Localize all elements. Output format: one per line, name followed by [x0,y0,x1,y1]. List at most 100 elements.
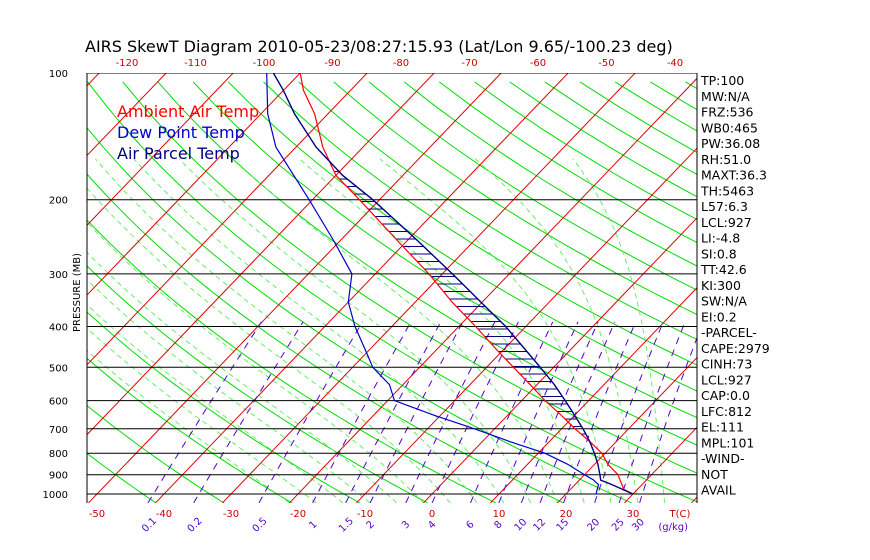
mixing-ratio-line [312,321,412,503]
legend: Ambient Air Temp Dew Point Temp Air Parc… [117,102,259,163]
pressure-tick-label: 300 [49,270,68,281]
bottom-temp-tick-label: -50 [89,509,105,520]
stability-index-text: FRZ:536 [701,105,754,120]
mixing-ratio-line [431,321,519,503]
isotherm-line [0,64,41,503]
moist-adiabat-line [87,349,290,503]
y-axis-label: PRESSURE (MB) [72,253,83,332]
stability-index-text: LI:-4.8 [701,231,740,246]
isotherm-line [87,73,435,436]
pressure-tick-label: 800 [49,449,68,460]
stability-index-text: TT:42.6 [700,262,747,277]
mixing-ratio-tick-label: 0.5 [251,516,270,535]
mixing-ratio-tick-label: 0.2 [186,516,205,535]
top-temp-tick-label: -90 [324,58,340,69]
top-temp-tick-label: -80 [393,58,409,69]
pressure-tick-label: 1000 [43,490,68,501]
dry-adiabat-line [157,81,697,446]
moist-adiabat-line [87,251,397,503]
parcel-temp-line [272,73,634,495]
top-temp-tick-label: -120 [116,58,139,69]
stability-index-text: CAP:0.0 [701,388,750,403]
isobars [87,73,697,495]
stability-index-text: PW:36.08 [701,136,760,151]
moist-adiabats [87,158,666,503]
dry-adiabat-line [368,81,697,291]
bottom-temp-tick-label: -30 [223,509,239,520]
mixing-ratio-tick-label: 4 [426,519,438,531]
mixing-ratio-tick-label: 1 [307,519,319,531]
bottom-temp-tick-label: -40 [156,509,172,520]
stability-index-text: -WIND- [701,451,745,466]
mixing-ratio-line [258,321,363,503]
isotherm-line [87,73,234,226]
dry-adiabat-line [791,82,870,503]
isotherm-line [88,73,502,503]
dry-adiabat-line [87,265,429,503]
bottom-temp-tick-label: 0 [429,509,435,520]
dry-adiabat-line [509,81,697,198]
dry-adiabat-line [756,82,870,503]
isotherm-line [825,64,870,503]
stability-index-text: KI:300 [701,278,741,293]
stability-index-text: L57:6.3 [701,199,748,214]
mixing-ratio-tick-label: 20 [585,517,602,534]
bottom-temp-tick-label: 30 [627,509,640,520]
isotherm-line [624,426,697,503]
dry-adiabat-line [87,357,293,503]
stability-index-text: NOT [701,467,728,482]
legend-parcel: Air Parcel Temp [117,144,240,163]
bottom-temp-tick-label: 10 [493,509,506,520]
stability-index-text: RH:51.0 [701,152,751,167]
stability-index-text: WB0:465 [701,120,758,135]
mixing-ratio-tick-label: 2 [365,519,377,531]
isotherm-line [356,147,697,503]
isotherm-line [758,64,870,503]
pressure-tick-label: 600 [49,397,68,408]
isotherm-line [423,217,697,503]
stability-index-text: -PARCEL- [701,325,757,340]
mixing-ratio-tick-label: 3 [400,519,412,531]
plot-area [0,64,870,503]
isotherm-line [87,73,167,157]
dry-adiabats [87,81,870,503]
bottom-temp-tick-label: -10 [357,509,373,520]
isotherm-line [87,73,301,296]
stability-index-text: TH:5463 [700,183,754,198]
pressure-tick-label: 200 [49,196,68,207]
dry-adiabat-line [87,452,157,503]
dewpoint-temp-line [266,73,600,495]
moist-adiabat-line [474,158,639,503]
isotherm-line [557,356,697,503]
moist-adiabat-line [95,158,478,503]
top-temp-tick-label: -100 [253,58,276,69]
mixing-ratio-tick-label: 25 [610,517,627,534]
pressure-tick-label: 900 [49,471,68,482]
dry-adiabat-line [87,173,564,503]
temp-unit-label: T(C) [669,509,691,520]
dry-adiabat-line [122,81,697,474]
top-temp-tick-label: -40 [667,58,683,69]
stability-index-text: TP:100 [700,73,744,88]
moist-adiabat-line [133,158,505,503]
pressure-tick-label: 500 [49,363,68,374]
dry-adiabat-line [826,82,870,503]
top-temp-tick-label: -60 [530,58,546,69]
chart-title: AIRS SkewT Diagram 2010-05-23/08:27:15.9… [85,37,673,56]
isotherm-line [87,73,368,366]
mixing-ratio-tick-label: 8 [493,519,505,531]
stability-index-text: LCL:927 [701,215,752,230]
stability-indices: TP:100MW:N/AFRZ:536WB0:465PW:36.08RH:51.… [700,73,770,498]
stability-index-text: CINH:73 [701,357,752,372]
mixing-ratio-unit-label: (g/kg) [658,522,688,533]
dry-adiabat-line [474,81,697,221]
dry-adiabat-line [403,81,697,267]
mixing-ratio-line [639,336,697,503]
isotherm-line [87,73,100,87]
pressure-tick-label: 700 [49,425,68,436]
stability-index-text: LCL:927 [701,372,752,387]
stability-index-text: EI:0.2 [701,309,737,324]
stability-index-text: EL:111 [701,420,744,435]
isotherms [0,64,870,503]
legend-ambient: Ambient Air Temp [117,102,259,121]
